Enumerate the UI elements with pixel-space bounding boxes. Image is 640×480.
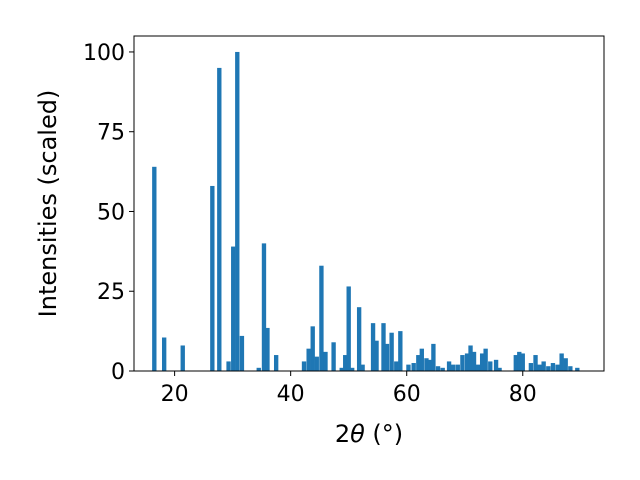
bar [493, 359, 499, 371]
bar [550, 363, 556, 371]
bar [575, 367, 580, 371]
bar [563, 358, 568, 371]
y-tick-label: 100 [83, 41, 125, 66]
y-axis-ticks: 0 25 50 75 100 [83, 41, 134, 385]
bar [488, 361, 493, 371]
plot-frame [133, 35, 605, 372]
bar [370, 323, 376, 371]
bar [541, 361, 546, 371]
y-tick-label: 75 [97, 121, 125, 146]
bar [427, 359, 432, 371]
bar [483, 348, 488, 371]
bar [406, 364, 411, 371]
x-tick-label: 60 [393, 382, 421, 407]
bar [416, 355, 421, 371]
bar [319, 265, 324, 371]
x-tick-label: 40 [277, 382, 305, 407]
bar [314, 356, 319, 371]
bar [446, 361, 452, 371]
bar [450, 364, 456, 371]
bar [475, 364, 481, 371]
bar [394, 361, 399, 371]
bar [346, 286, 351, 371]
bar [152, 166, 157, 371]
bar [331, 342, 336, 371]
bar [301, 361, 307, 371]
bar [464, 353, 470, 371]
bar [239, 335, 245, 371]
y-axis-label: Intensities (scaled) [34, 90, 62, 318]
bar [398, 331, 403, 371]
bar [306, 348, 311, 371]
bar [349, 367, 355, 371]
bar [343, 355, 348, 371]
y-tick-label: 0 [111, 360, 125, 385]
bar [537, 364, 542, 371]
bar [381, 323, 386, 371]
bar [455, 364, 460, 371]
bar [389, 332, 394, 371]
bar [517, 351, 522, 371]
x-axis-label-theta: θ [350, 420, 365, 448]
x-axis-label: 2θ (°) [335, 420, 403, 448]
bar [460, 355, 465, 371]
bar [435, 366, 441, 371]
bar [513, 355, 518, 371]
bar [256, 367, 261, 371]
bar [411, 363, 416, 371]
bar [471, 351, 477, 371]
bar [479, 353, 485, 371]
bar [419, 348, 424, 371]
bar-series [152, 51, 580, 372]
bar [217, 67, 222, 372]
bar [339, 367, 344, 371]
x-tick-label: 20 [161, 382, 189, 407]
bar [431, 343, 436, 371]
bar [161, 337, 167, 371]
bar [559, 353, 564, 371]
bar [440, 367, 445, 371]
bar [384, 343, 390, 371]
x-axis-ticks: 20 40 60 80 [161, 371, 537, 407]
x-axis-label-unit: (°) [365, 420, 403, 448]
bar [180, 345, 185, 371]
bar [360, 364, 365, 371]
bar [273, 355, 279, 371]
bar [533, 355, 538, 371]
bar [497, 367, 502, 371]
y-tick-label: 50 [97, 200, 125, 225]
bar [235, 51, 240, 371]
bar [323, 351, 328, 371]
y-tick-label: 25 [97, 280, 125, 305]
bar [546, 366, 551, 371]
bar [261, 243, 267, 371]
bar [555, 364, 560, 371]
bar [374, 340, 379, 371]
bar [468, 345, 473, 371]
bar [231, 246, 236, 371]
bar [424, 358, 429, 371]
bar [356, 307, 362, 371]
bar [310, 326, 315, 371]
bar [226, 361, 231, 371]
x-tick-label: 80 [509, 382, 537, 407]
bar [568, 366, 573, 371]
bar [528, 363, 534, 371]
bar [265, 327, 270, 371]
bar [520, 353, 525, 371]
x-axis-label-prefix: 2 [335, 420, 350, 448]
bar [210, 185, 215, 371]
